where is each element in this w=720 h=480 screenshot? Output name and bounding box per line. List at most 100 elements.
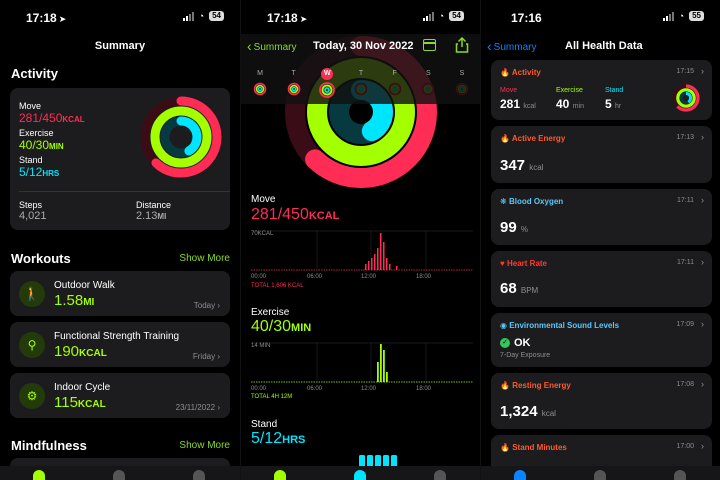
stand-label: Stand <box>19 155 43 165</box>
card-time: 17:11 <box>677 259 694 266</box>
day-cell[interactable]: S <box>415 62 441 98</box>
tab-sharing[interactable] <box>193 470 205 480</box>
workout-value: 1.58MI <box>54 292 95 309</box>
workout-card[interactable]: 🚶 Outdoor Walk 1.58MI Today › <box>10 271 230 316</box>
health-card-activity[interactable]: 🔥 Activity 17:15 › Move 281 kcal Exercis… <box>491 60 712 120</box>
flame-icon: 🔥 <box>500 381 510 390</box>
battery-icon: 55 <box>689 11 704 21</box>
tab-summary[interactable] <box>33 470 45 480</box>
page-title: All Health Data <box>565 40 643 52</box>
move-value: 281/450KCAL <box>19 111 85 125</box>
heart-icon: ♥ <box>500 259 505 268</box>
x-tick: 06:00 <box>307 386 323 392</box>
health-card-heart-rate[interactable]: ♥ Heart Rate 17:11 › 68 BPM <box>491 251 712 307</box>
card-value: 347 kcal <box>500 157 544 174</box>
chevron-right-icon: › <box>701 132 704 142</box>
calendar-icon[interactable] <box>423 39 436 51</box>
date-title: Today, 30 Nov 2022 <box>313 40 414 52</box>
lungs-icon: ❋ <box>500 197 507 206</box>
share-icon[interactable] <box>455 37 469 53</box>
exercise-hourly-chart <box>251 342 473 383</box>
chevron-right-icon: › <box>701 66 704 76</box>
card-subtitle: 7-Day Exposure <box>500 352 551 359</box>
workouts-header: Workouts <box>11 251 71 266</box>
chevron-left-icon: ‹ <box>247 38 252 54</box>
card-value: 99 % <box>500 219 528 236</box>
all-health-data-screen: 17:16 ◔ 55 ‹ Summary All Health Data 🔥 Ac… <box>480 0 720 480</box>
day-cell-selected[interactable]: W <box>314 62 340 98</box>
status-time: 17:16 <box>511 11 542 25</box>
card-title: 🔥 Active Energy <box>500 134 566 143</box>
health-card-blood-oxygen[interactable]: ❋ Blood Oxygen 17:11 › 99 % <box>491 189 712 245</box>
x-tick: 12:00 <box>361 386 377 392</box>
activity-rings <box>140 96 222 178</box>
move-label: Move <box>251 194 276 205</box>
day-cell[interactable]: S <box>449 62 475 98</box>
workouts-show-more-link[interactable]: Show More <box>179 253 230 264</box>
card-title: 🔥 Resting Energy <box>500 381 571 390</box>
x-tick: 12:00 <box>361 274 377 280</box>
card-value: 68 BPM <box>500 280 539 297</box>
wifi-icon: ◔ <box>198 11 205 21</box>
health-card-resting-energy[interactable]: 🔥 Resting Energy 17:08 › 1,324 kcal <box>491 373 712 429</box>
day-cell[interactable]: T <box>281 62 307 98</box>
card-value: 1,324 kcal <box>500 403 556 420</box>
signal-icon <box>662 11 674 21</box>
steps-label: Steps <box>19 200 43 210</box>
activity-rings-small <box>672 84 700 112</box>
workout-date: Today › <box>193 301 220 310</box>
walk-icon: 🚶 <box>19 281 45 307</box>
card-time: 17:08 <box>676 381 694 388</box>
day-cell[interactable]: M <box>247 62 273 98</box>
wifi-icon: ◔ <box>678 11 685 21</box>
tab-bar <box>0 466 240 480</box>
steps-value: 4,021 <box>19 210 47 222</box>
ear-icon: ◉ <box>500 321 507 330</box>
day-cell[interactable]: T <box>348 62 374 98</box>
health-card-sound-levels[interactable]: ◉ Environmental Sound Levels 17:09 › ✓ O… <box>491 313 712 367</box>
day-cell[interactable]: F <box>382 62 408 98</box>
exercise-label: Exercise <box>556 87 583 94</box>
move-label: Move <box>500 87 518 94</box>
tab-bar <box>481 466 720 480</box>
week-strip: M T W T F S S <box>247 62 475 98</box>
flame-icon: 🔥 <box>500 134 510 143</box>
status-time: 17:18 ➤ <box>26 11 67 25</box>
tab-summary[interactable] <box>514 470 526 480</box>
workout-card[interactable]: ⚙ Indoor Cycle 115KCAL 23/11/2022 › <box>10 373 230 418</box>
status-bar: 17:18 ➤ ◔ 54 <box>0 0 240 34</box>
workout-date: 23/11/2022 › <box>175 403 220 412</box>
card-time: 17:00 <box>676 443 694 450</box>
page-title: Summary <box>94 40 146 52</box>
activity-card[interactable]: Move 281/450KCAL Exercise 40/30MIN Stand… <box>10 88 230 230</box>
back-button[interactable]: ‹ Summary <box>487 38 537 54</box>
health-card-active-energy[interactable]: 🔥 Active Energy 17:13 › 347 kcal <box>491 126 712 183</box>
back-button[interactable]: ‹ Summary <box>247 38 297 54</box>
day-detail-screen: 17:18 ➤ ◔ 54 ‹ Summary Today, 30 Nov 2022 … <box>240 0 480 480</box>
stand-label: Stand <box>251 419 278 430</box>
tab-browse[interactable] <box>674 470 686 480</box>
chevron-right-icon: › <box>701 379 704 389</box>
card-time: 17:11 <box>677 197 694 204</box>
stand-value: 5/12HRS <box>251 430 306 447</box>
exercise-value: 40/30MIN <box>19 138 64 152</box>
x-tick: 00:00 <box>251 386 267 392</box>
workout-date: Friday › <box>192 352 220 361</box>
battery-icon: 54 <box>209 11 224 21</box>
workout-name: Outdoor Walk <box>54 280 115 291</box>
sound-status: ✓ OK <box>500 337 531 349</box>
mindfulness-show-more-link[interactable]: Show More <box>179 440 230 451</box>
chevron-right-icon: › <box>701 257 704 267</box>
tab-fitness-plus[interactable] <box>113 470 125 480</box>
tab-summary[interactable] <box>274 470 286 480</box>
workout-card[interactable]: ⚲ Functional Strength Training 190KCAL F… <box>10 322 230 367</box>
battery-icon: 54 <box>449 11 464 21</box>
distance-label: Distance <box>136 200 172 210</box>
stand-value: 5 hr <box>605 97 622 111</box>
tab-sharing[interactable] <box>594 470 606 480</box>
workout-name: Functional Strength Training <box>54 331 180 342</box>
tab-sharing[interactable] <box>434 470 446 480</box>
exercise-value: 40/30MIN <box>251 318 312 335</box>
tab-fitness-plus[interactable] <box>354 470 366 480</box>
move-bars <box>365 233 398 270</box>
